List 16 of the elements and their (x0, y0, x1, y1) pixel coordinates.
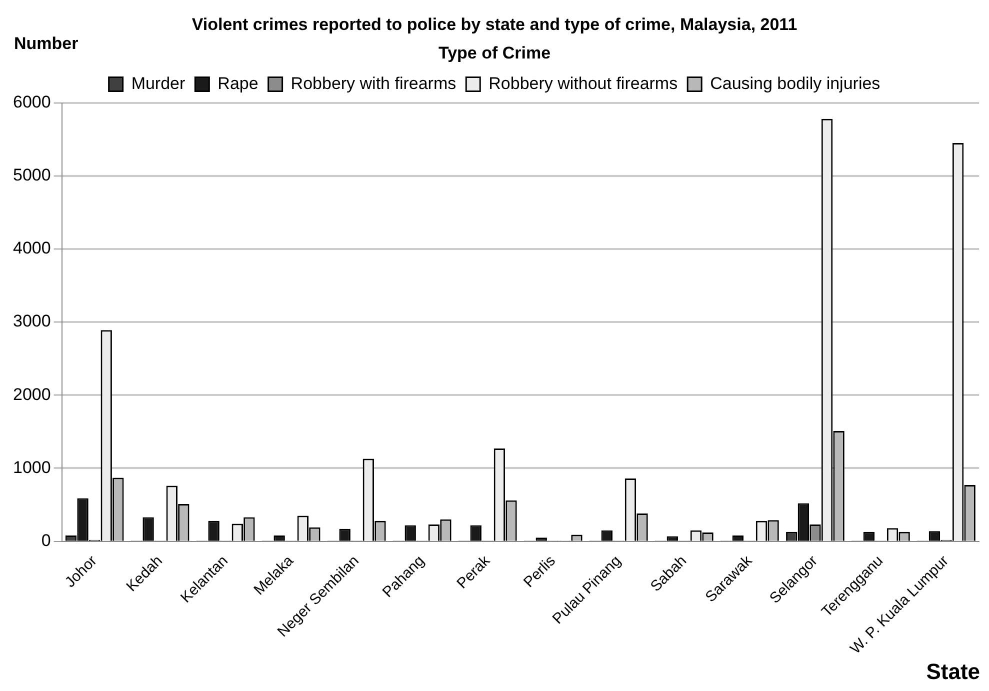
y-tick-label: 5000 (12, 166, 51, 185)
y-tick-label: 3000 (12, 312, 51, 331)
y-axis-title: Number (14, 34, 79, 54)
x-axis-title: State (926, 659, 980, 684)
legend-label: Rape (218, 74, 258, 93)
y-tick-label: 6000 (12, 92, 51, 112)
y-tick-label: 4000 (12, 238, 51, 258)
legend-label: Causing bodily injuries (710, 74, 880, 93)
y-tick-label: 2000 (12, 384, 51, 404)
legend-label: Robbery with firearms (290, 74, 456, 93)
legend-label: Robbery without firearms (488, 74, 678, 93)
chart-title: Violent crimes reported to police by state and type of crime, Malaysia, 2011 (192, 14, 798, 34)
y-tick-label: 1000 (12, 458, 51, 477)
y-tick-label: 0 (41, 531, 51, 550)
legend-label: Murder (131, 74, 186, 93)
legend-title: Type of Crime (438, 44, 551, 63)
